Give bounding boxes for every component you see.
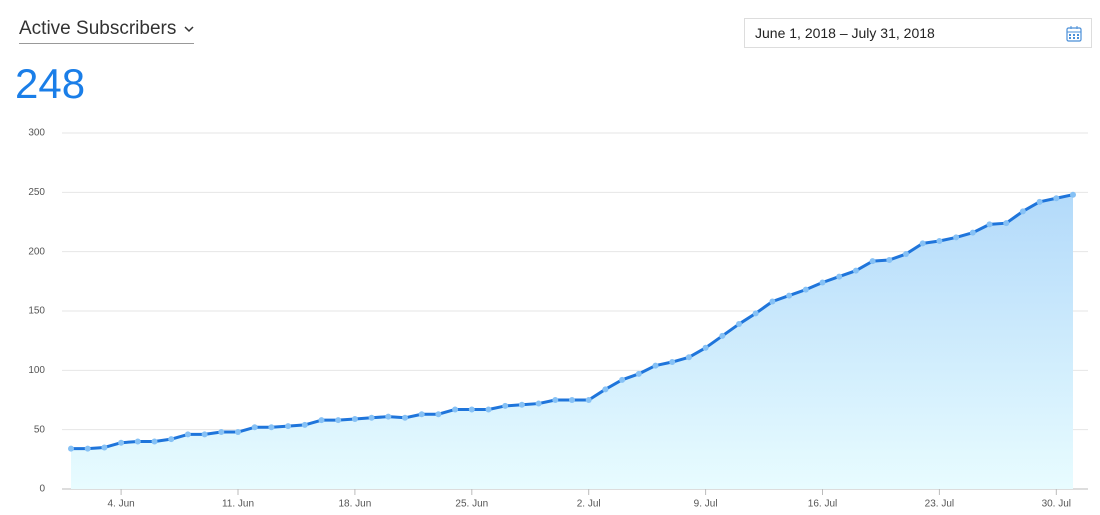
- y-tick-label: 150: [28, 306, 45, 317]
- data-point: [919, 240, 926, 247]
- data-point: [235, 429, 241, 436]
- data-point: [385, 413, 392, 420]
- data-point: [702, 344, 709, 351]
- x-tick-label: 2. Jul: [577, 499, 601, 510]
- data-point: [335, 417, 342, 424]
- data-point: [184, 431, 191, 438]
- x-tick-label: 4. Jun: [107, 499, 134, 510]
- x-tick-label: 18. Jun: [338, 499, 371, 510]
- data-point: [435, 411, 442, 418]
- x-tick-label: 23. Jul: [925, 499, 954, 510]
- data-point: [903, 251, 909, 258]
- data-point: [986, 221, 993, 228]
- data-point: [852, 267, 859, 274]
- data-point: [368, 414, 375, 421]
- data-point: [518, 401, 525, 408]
- data-point: [301, 421, 308, 428]
- data-point: [351, 415, 358, 422]
- data-point: [1036, 198, 1043, 205]
- data-point: [318, 417, 325, 424]
- data-point: [1019, 208, 1026, 215]
- x-tick-label: 11. Jun: [222, 499, 254, 510]
- data-point: [452, 406, 459, 413]
- data-point: [101, 444, 108, 451]
- data-point: [569, 397, 575, 403]
- data-point: [652, 362, 659, 369]
- x-tick-label: 16. Jul: [808, 499, 837, 510]
- data-point: [936, 237, 943, 244]
- data-point: [118, 439, 125, 446]
- data-point: [752, 310, 759, 317]
- data-point: [1053, 195, 1060, 202]
- data-point: [669, 359, 676, 366]
- data-point: [218, 429, 225, 436]
- data-point: [535, 400, 542, 407]
- data-point: [786, 292, 793, 299]
- y-tick-label: 50: [34, 424, 46, 435]
- data-point: [685, 354, 692, 361]
- chevron-icon: [184, 26, 194, 33]
- y-tick-label: 300: [28, 128, 45, 139]
- data-point: [719, 332, 726, 339]
- data-point: [802, 286, 809, 293]
- date-range-text: June 1, 2018 – July 31, 2018: [755, 25, 935, 41]
- headline-value: 248: [15, 60, 86, 107]
- data-point: [619, 376, 626, 383]
- data-point: [251, 424, 258, 431]
- data-point: [68, 445, 74, 452]
- metric-dropdown[interactable]: Active Subscribers: [19, 18, 195, 44]
- data-point: [418, 411, 425, 418]
- data-point: [585, 397, 592, 403]
- y-tick-label: 0: [39, 484, 45, 495]
- data-point: [268, 424, 275, 431]
- data-point: [1003, 220, 1010, 227]
- data-point: [953, 234, 960, 241]
- data-point: [769, 298, 776, 305]
- y-tick-label: 250: [28, 187, 45, 198]
- calendar-icon: [1066, 26, 1082, 42]
- data-point: [552, 397, 559, 403]
- y-tick-label: 200: [28, 246, 45, 257]
- data-point: [1070, 191, 1076, 198]
- data-point: [819, 279, 826, 286]
- x-tick-label: 9. Jul: [694, 499, 718, 510]
- data-point: [886, 256, 893, 263]
- date-range-picker[interactable]: June 1, 2018 – July 31, 2018: [744, 18, 1092, 48]
- data-point: [869, 258, 876, 265]
- data-point: [201, 431, 208, 438]
- data-point: [168, 436, 175, 443]
- metric-name: Active Subscribers: [19, 18, 177, 39]
- data-point: [602, 386, 609, 393]
- data-point: [134, 438, 141, 445]
- data-point: [969, 229, 976, 236]
- data-point: [151, 438, 158, 445]
- data-point: [502, 402, 509, 409]
- data-point: [836, 273, 843, 280]
- data-point: [285, 423, 292, 430]
- x-tick-label: 25. Jun: [455, 499, 488, 510]
- x-tick-label: 30. Jul: [1042, 499, 1071, 510]
- data-point: [468, 406, 475, 413]
- data-point: [84, 445, 91, 452]
- data-point: [485, 406, 492, 413]
- data-point: [635, 370, 642, 377]
- area: [71, 194, 1073, 489]
- data-point: [736, 321, 742, 328]
- y-tick-label: 100: [28, 365, 45, 376]
- data-point: [402, 414, 408, 421]
